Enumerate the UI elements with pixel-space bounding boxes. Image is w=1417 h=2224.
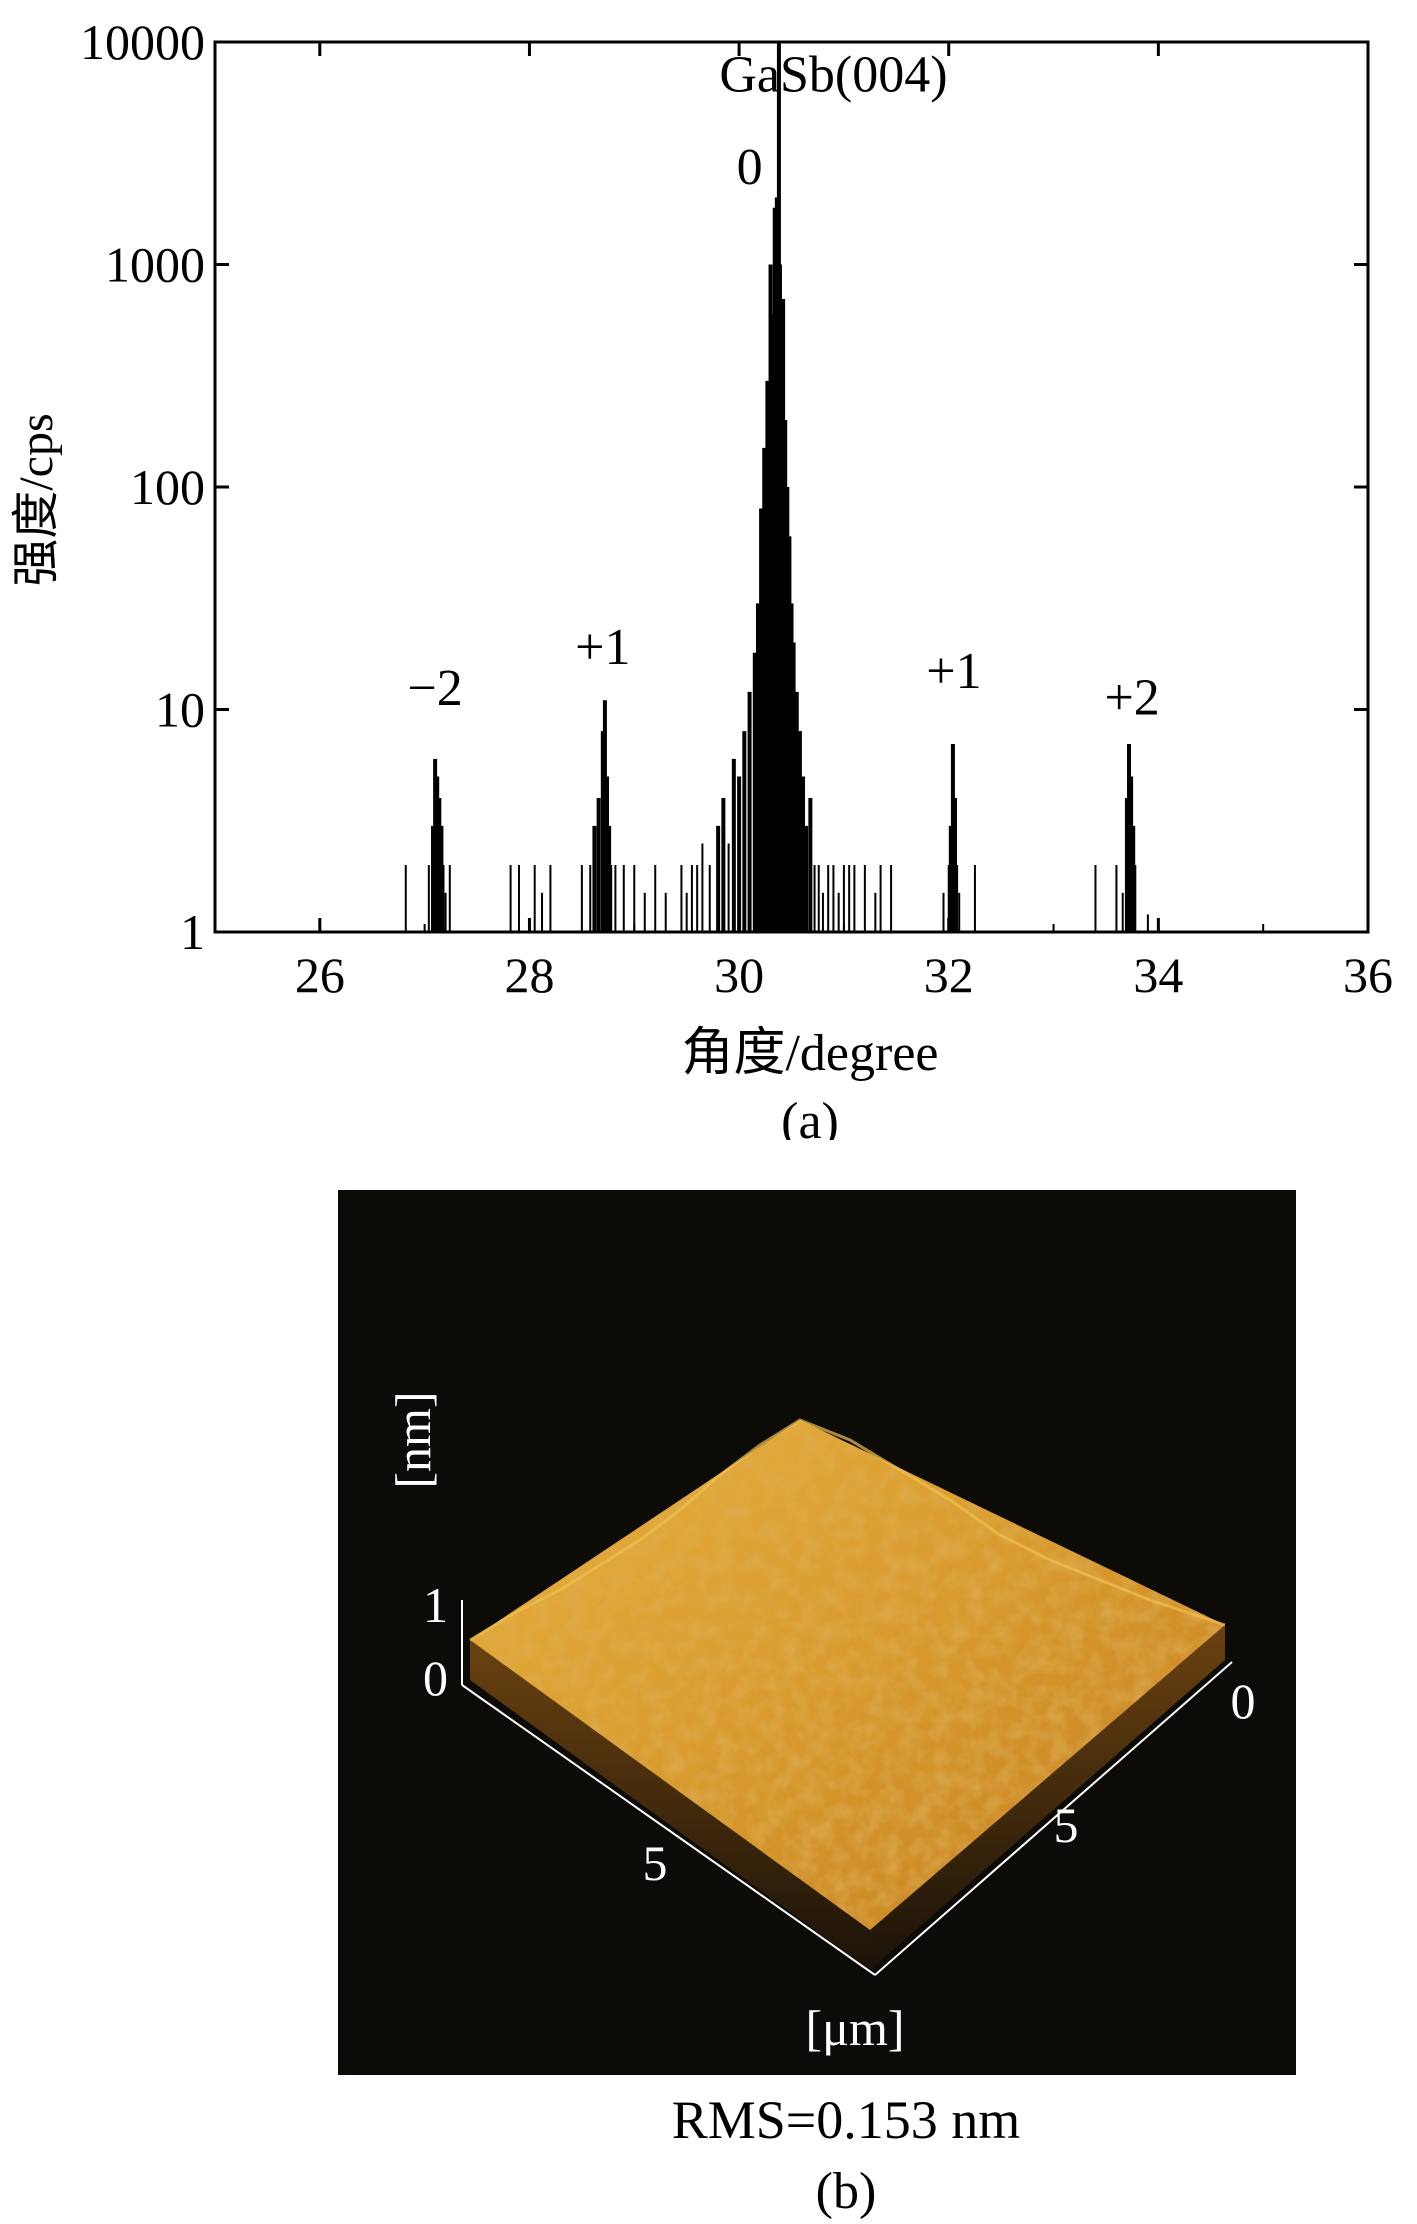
peak-label: −2 bbox=[407, 660, 462, 717]
y-tick-label: 100 bbox=[130, 459, 205, 515]
afm-surface-side-left bbox=[470, 1640, 870, 1970]
x-tick-label: 28 bbox=[504, 947, 554, 1003]
xrd-chart: 26 28 30 32 34 36 1 10 100 1000 10000 GaSb(004) 0 −… bbox=[10, 14, 1393, 1140]
afm-y-tick-5: 5 bbox=[1054, 1797, 1079, 1853]
rms-value: RMS=0.153 nm bbox=[672, 2090, 1021, 2150]
afm-panel: [nm] 1 0 5 5 0 [μm] RMS=0.153 nm (b) bbox=[338, 1190, 1296, 2220]
afm-y-tick-0: 0 bbox=[1231, 1673, 1256, 1729]
x-tick-label: 30 bbox=[714, 947, 764, 1003]
afm-x-axis bbox=[461, 1684, 876, 1976]
peak-label: +1 bbox=[926, 643, 981, 700]
y-tick-label: 10 bbox=[155, 682, 205, 738]
x-tick-label: 26 bbox=[295, 947, 345, 1003]
x-tick-label: 34 bbox=[1133, 947, 1183, 1003]
x-axis-ticks: 26 28 30 32 34 36 bbox=[214, 42, 1393, 1003]
caption-a: (a) bbox=[781, 1093, 839, 1140]
y-axis-ticks: 1 10 100 1000 10000 bbox=[80, 14, 1368, 960]
afm-z-unit: [nm] bbox=[385, 1391, 441, 1488]
x-tick-label: 32 bbox=[924, 947, 974, 1003]
y-tick-label: 10000 bbox=[80, 14, 205, 70]
peak-label: +2 bbox=[1104, 669, 1159, 726]
afm-z-tick-0: 0 bbox=[423, 1650, 448, 1706]
afm-xy-unit: [μm] bbox=[806, 2000, 905, 2056]
y-axis-label: 强度/cps bbox=[10, 413, 63, 586]
afm-x-tick-5: 5 bbox=[643, 1835, 668, 1891]
afm-surface-ridge bbox=[469, 1418, 1226, 1642]
afm-z-tick-1: 1 bbox=[423, 1577, 448, 1633]
y-tick-label: 1 bbox=[180, 904, 205, 960]
caption-b: (b) bbox=[816, 2163, 877, 2220]
chart-bars bbox=[318, 42, 1149, 932]
x-tick-label: 36 bbox=[1343, 947, 1393, 1003]
peak-label: +1 bbox=[575, 619, 630, 676]
afm-surface-side-right bbox=[870, 1625, 1225, 1970]
afm-y-axis bbox=[874, 1661, 1233, 1976]
peak-label: GaSb(004) bbox=[719, 46, 947, 103]
peak-annotations: GaSb(004) 0 −2 +1 +1 +2 bbox=[407, 46, 1159, 726]
x-axis-label: 角度/degree bbox=[681, 1025, 938, 1082]
peak-label: 0 bbox=[737, 139, 763, 196]
y-tick-label: 1000 bbox=[105, 237, 205, 293]
afm-surface bbox=[470, 1420, 1225, 1930]
